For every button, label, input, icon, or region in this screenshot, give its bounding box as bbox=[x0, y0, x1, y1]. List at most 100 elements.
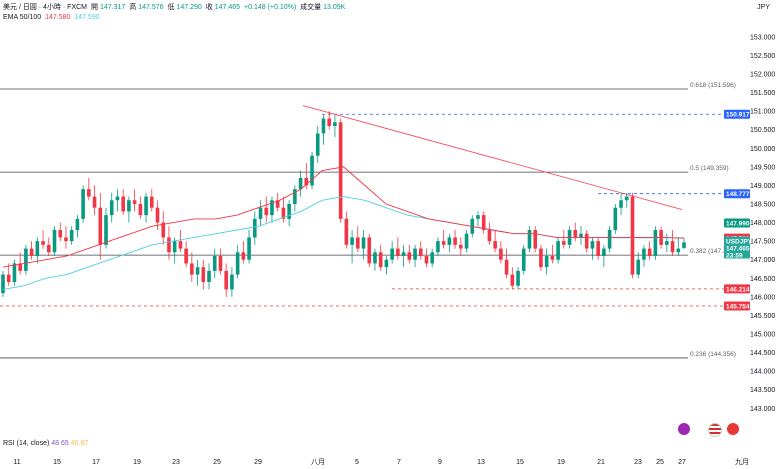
volume-label: 成交量 bbox=[300, 4, 322, 11]
price-tick-6: 150.000 bbox=[750, 146, 775, 153]
candle-body-22 bbox=[127, 200, 131, 212]
candle-body-43 bbox=[247, 237, 251, 260]
candle-body-55 bbox=[315, 133, 320, 156]
candle-body-10 bbox=[58, 230, 63, 238]
candle-body-85 bbox=[487, 230, 492, 242]
candle-body-93 bbox=[533, 230, 538, 249]
candle-body-20 bbox=[115, 196, 120, 201]
rsi-value-1: 48.65 bbox=[51, 440, 69, 447]
price-tag-bg-4 bbox=[724, 284, 750, 294]
time-tick-18: 九月 bbox=[735, 457, 749, 466]
ema-label: EMA 50/100 bbox=[3, 14, 42, 21]
volume-value: 13.09K bbox=[323, 4, 346, 11]
candle-body-60 bbox=[344, 218, 349, 245]
candle-body-71 bbox=[407, 252, 412, 260]
price-tag-bg-5 bbox=[724, 301, 750, 311]
candle-body-108 bbox=[619, 200, 623, 208]
time-tick-3: 19 bbox=[133, 459, 141, 466]
event-icon-2[interactable] bbox=[727, 423, 739, 435]
candle-body-25 bbox=[144, 196, 148, 216]
candle-body-30 bbox=[172, 241, 177, 253]
time-tick-13: 19 bbox=[557, 459, 565, 466]
candle-body-11 bbox=[64, 237, 68, 242]
symbol-line[interactable]: 美元 / 日圓 · 4小時 · FXCM bbox=[3, 4, 87, 11]
price-tick-0: 153.000 bbox=[750, 34, 775, 41]
time-tick-0: 11 bbox=[13, 459, 20, 466]
price-tick-2: 152.000 bbox=[750, 72, 775, 79]
price-tick-4: 151.000 bbox=[750, 109, 775, 116]
candle-body-102 bbox=[584, 233, 589, 249]
us-flag-icon[interactable] bbox=[708, 423, 722, 437]
candle-body-96 bbox=[550, 256, 555, 260]
fib-label-3: 0.236 (144.356) bbox=[690, 351, 736, 358]
rsi-legend[interactable]: RSI (14, close) 48.65 46.87 bbox=[3, 440, 88, 447]
candle-body-57 bbox=[327, 118, 331, 126]
candle-body-42 bbox=[241, 252, 246, 260]
time-tick-15: 23 bbox=[634, 459, 642, 466]
candle-body-21 bbox=[121, 196, 125, 212]
price-tick-20: 143.000 bbox=[750, 406, 775, 413]
candle-body-0 bbox=[1, 274, 5, 294]
price-tick-12: 147.000 bbox=[750, 257, 775, 264]
candle-body-89 bbox=[510, 274, 515, 286]
price-tick-8: 149.000 bbox=[750, 183, 775, 190]
countdown: 23:59 bbox=[726, 252, 743, 259]
candle-body-47 bbox=[270, 200, 274, 216]
open-label: 開 bbox=[90, 4, 98, 11]
candle-body-106 bbox=[607, 230, 612, 249]
candle-body-54 bbox=[310, 155, 314, 186]
candle-body-58 bbox=[333, 122, 337, 126]
time-tick-8: 5 bbox=[355, 459, 359, 466]
candle-body-67 bbox=[384, 259, 389, 268]
price-tick-16: 145.000 bbox=[750, 332, 775, 339]
open-value: 147.317 bbox=[99, 4, 126, 11]
candle-body-26 bbox=[149, 196, 154, 208]
candle-body-16 bbox=[92, 196, 97, 208]
candle-body-110 bbox=[630, 196, 635, 275]
candle-body-116 bbox=[665, 241, 669, 245]
candle-body-112 bbox=[642, 248, 646, 260]
time-tick-10: 9 bbox=[438, 459, 442, 466]
candle-body-18 bbox=[104, 215, 108, 245]
candle-body-28 bbox=[161, 222, 166, 238]
time-tick-14: 21 bbox=[597, 459, 605, 466]
candle-body-23 bbox=[132, 200, 137, 204]
current-price-tag-bg bbox=[724, 236, 750, 259]
candle-body-113 bbox=[647, 248, 652, 256]
price-tag-4: 146.214 bbox=[726, 286, 750, 293]
candle-body-8 bbox=[46, 244, 51, 253]
price-tick-10: 148.000 bbox=[750, 220, 775, 227]
high-label: 高 bbox=[129, 4, 137, 11]
candle-body-9 bbox=[52, 230, 57, 253]
price-tag-2: 147.990 bbox=[726, 220, 750, 227]
candle-body-40 bbox=[230, 274, 234, 290]
candle-body-33 bbox=[190, 263, 194, 275]
candle-body-31 bbox=[178, 241, 183, 249]
time-tick-4: 23 bbox=[172, 459, 180, 466]
candle-body-24 bbox=[138, 204, 143, 216]
candle-body-13 bbox=[75, 218, 80, 230]
current-symbol: USDJPY bbox=[726, 238, 753, 245]
candle-body-2 bbox=[12, 263, 17, 282]
candle-body-105 bbox=[602, 248, 606, 256]
event-icon-1[interactable] bbox=[678, 423, 690, 435]
close-value: 147.465 bbox=[214, 4, 241, 11]
candle-body-74 bbox=[424, 256, 429, 264]
candle-body-49 bbox=[281, 207, 286, 219]
candle-body-3 bbox=[18, 263, 22, 271]
candle-body-51 bbox=[293, 189, 297, 204]
price-tag-0: 150.917 bbox=[726, 112, 750, 119]
ema-legend[interactable]: EMA 50/100 147.580 147.590 bbox=[3, 13, 102, 23]
candle-body-87 bbox=[499, 248, 503, 260]
candle-body-79 bbox=[453, 237, 457, 245]
candle-body-37 bbox=[212, 256, 217, 271]
candle-body-95 bbox=[544, 256, 549, 268]
candle-body-35 bbox=[201, 267, 206, 282]
candle-body-92 bbox=[527, 230, 532, 249]
candle-body-64 bbox=[367, 237, 372, 264]
candle-body-7 bbox=[41, 241, 45, 245]
candle-body-80 bbox=[459, 244, 463, 249]
price-tag-1: 148.777 bbox=[726, 191, 750, 198]
